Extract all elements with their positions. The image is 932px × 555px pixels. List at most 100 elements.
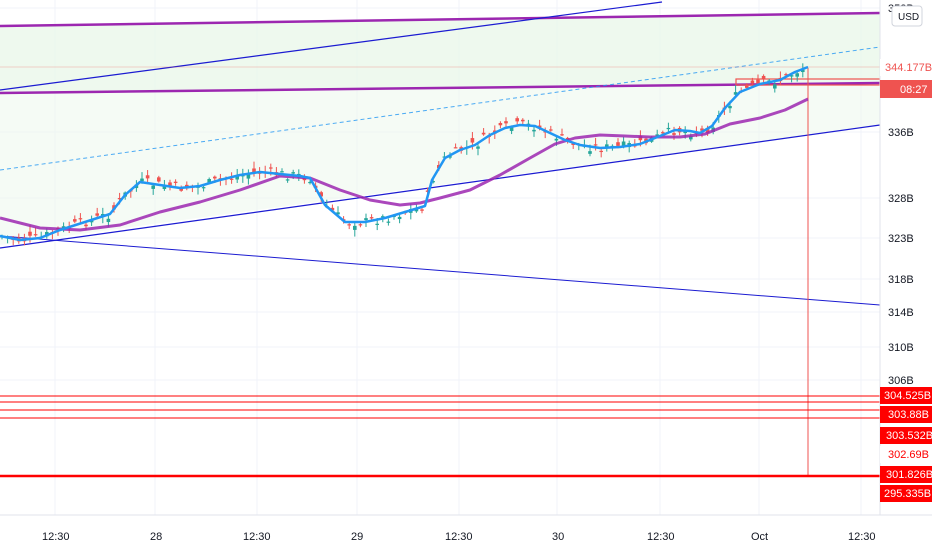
candle-body [213, 176, 217, 179]
candle-body [431, 181, 435, 183]
time-axis-background[interactable] [0, 515, 932, 550]
last-price-value: 344.177B [885, 62, 932, 74]
candle-body [515, 118, 519, 122]
candle-body [280, 171, 284, 173]
candle-body [672, 133, 676, 135]
candle-body [235, 175, 239, 180]
level-tags: 304.525B 303.88B 303.532B 302.69B 301.82… [880, 387, 932, 502]
x-tick-label: Oct [751, 531, 768, 543]
candle-body [151, 185, 155, 189]
candle-body [73, 219, 77, 222]
x-tick-label: 12:30 [647, 531, 675, 543]
candle-body [521, 119, 525, 122]
candle-body [689, 135, 693, 140]
level-tag-value: 301.826B [886, 469, 932, 481]
last-price-tag: 344.177B [880, 59, 932, 76]
candle-body [33, 234, 38, 236]
candle-body [369, 217, 374, 219]
level-tag-value: 303.88B [888, 409, 929, 421]
x-tick-labels: 12:30 28 12:30 29 12:30 30 12:30 Oct 12:… [42, 531, 876, 543]
candle-body [756, 79, 760, 84]
y-tick-label: 323B [888, 233, 914, 245]
channel-fill-lower [0, 83, 880, 245]
candle-body [476, 146, 480, 149]
candle-body [246, 174, 251, 179]
fast-moving-average [0, 65, 809, 242]
candle-body [28, 231, 32, 236]
x-tick-label: 12:30 [445, 531, 473, 543]
y-tick-label: 314B [888, 307, 914, 319]
candle-body [789, 75, 794, 77]
candle-body [140, 178, 144, 182]
countdown-tag: 08:27 [880, 80, 932, 98]
candle-body [801, 69, 805, 73]
upper-trend-line[interactable] [0, 1, 663, 91]
y-tick-label: 318B [888, 274, 914, 286]
x-tick-label: 30 [552, 531, 564, 543]
candle-body [145, 175, 150, 179]
candle-body [666, 127, 671, 130]
y-tick-label: 328B [888, 193, 914, 205]
candle-body [532, 129, 536, 132]
x-tick-label: 28 [150, 531, 162, 543]
candle-body [420, 209, 424, 211]
candle-body [560, 134, 564, 136]
candle-body [750, 80, 755, 84]
candle-body [571, 143, 575, 145]
slow-moving-average [0, 97, 809, 232]
candle-body [336, 212, 340, 215]
candle-body [700, 128, 704, 131]
upper-channel-line[interactable] [0, 11, 881, 28]
candle-body [201, 187, 206, 189]
horizontal-levels[interactable] [0, 395, 880, 478]
candle-body [498, 122, 503, 126]
candle-body [784, 74, 788, 76]
candle-body [381, 216, 385, 218]
candle-body [588, 151, 592, 154]
candle-body [106, 218, 111, 223]
y-tick-label: 336B [888, 127, 914, 139]
candle-body [448, 156, 452, 158]
level-tag-value: 304.525B [884, 390, 931, 402]
x-tick-label: 12:30 [848, 531, 876, 543]
candle-body [795, 73, 799, 77]
candle-body [330, 207, 335, 211]
candle-body [554, 138, 559, 141]
candle-body [157, 177, 161, 182]
candle-body [745, 85, 749, 88]
level-tag-value: 302.69B [888, 449, 929, 461]
candle-body [549, 129, 553, 131]
candle-body [229, 178, 234, 180]
candle-body [470, 138, 475, 143]
candle-body [616, 142, 620, 146]
candle-body [593, 144, 598, 146]
candle-body [78, 218, 83, 220]
candle-body [252, 168, 256, 173]
candle-body [84, 224, 88, 227]
candle-body [599, 150, 603, 153]
candle-body [269, 167, 273, 169]
currency-button[interactable]: USD [891, 5, 923, 27]
candle-body [481, 132, 486, 135]
candle-body [173, 181, 178, 183]
candle-body [179, 187, 183, 191]
middle-channel-line[interactable] [0, 81, 881, 95]
candle-body [605, 144, 609, 148]
candle-body [705, 128, 710, 134]
candle-body [353, 225, 357, 230]
y-tick-label: 310B [888, 342, 914, 354]
level-tag-value: 303.532B [886, 430, 932, 442]
candle-body [504, 121, 508, 124]
level-tag-value: 295.335B [884, 488, 931, 500]
candle-body [733, 92, 738, 95]
dashed-projection-line [0, 46, 881, 171]
lower-trend-line[interactable] [0, 124, 881, 249]
candle-body [773, 84, 777, 89]
x-tick-label: 12:30 [243, 531, 271, 543]
candle-body [207, 179, 211, 183]
descending-trend-line[interactable] [0, 235, 881, 306]
candle-body [375, 223, 379, 225]
candle-body [291, 172, 295, 174]
